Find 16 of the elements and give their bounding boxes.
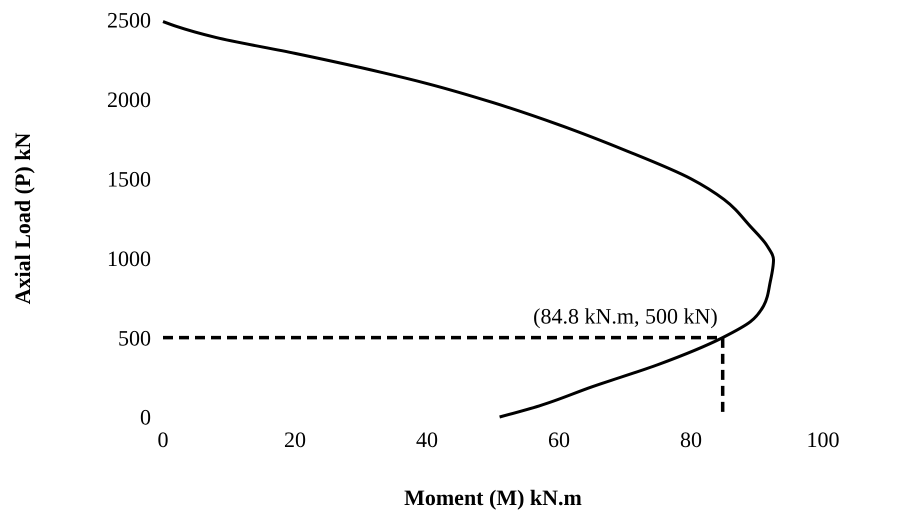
y-tick-label: 500 xyxy=(118,325,151,350)
y-axis-title: Axial Load (P) kN xyxy=(10,132,35,304)
x-axis-title: Moment (M) kN.m xyxy=(404,485,582,510)
y-tick-label: 1500 xyxy=(107,166,151,192)
y-tick-label: 2000 xyxy=(107,87,151,112)
y-tick-label: 0 xyxy=(140,404,151,430)
line-series xyxy=(162,20,775,418)
x-tick-label: 20 xyxy=(284,427,306,452)
x-tick-label: 80 xyxy=(680,427,702,452)
y-tick-label: 2500 xyxy=(107,8,151,33)
y-tick-label: 1000 xyxy=(107,246,151,271)
x-tick-label: 40 xyxy=(416,427,438,452)
annotation: (84.8 kN.m, 500 kN) xyxy=(533,304,718,329)
x-tick-label: 0 xyxy=(158,427,168,452)
x-tick-label: 60 xyxy=(548,427,570,452)
x-tick-label: 100 xyxy=(806,427,840,452)
